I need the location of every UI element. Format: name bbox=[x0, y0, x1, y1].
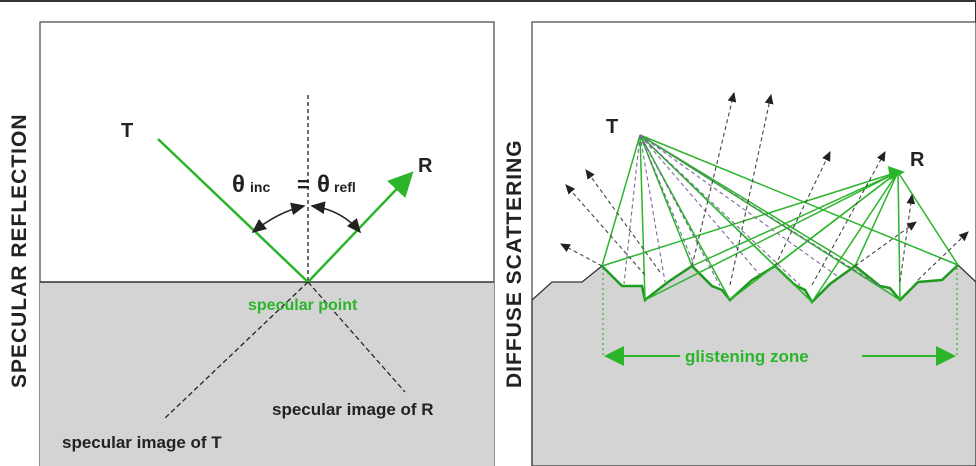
glistening-zone-label: glistening zone bbox=[685, 347, 809, 366]
incident-ray bbox=[157, 138, 309, 283]
theta-refl-symbol: θ bbox=[317, 171, 330, 198]
theta-refl-subscript: refl bbox=[334, 179, 356, 195]
receiver-arrowhead bbox=[888, 166, 905, 180]
scattered-rays-dashed bbox=[560, 91, 969, 287]
specular-image-t-label: specular image of T bbox=[62, 433, 222, 452]
right-transmitter-label: T bbox=[606, 116, 618, 138]
specular-image-r-label: specular image of R bbox=[272, 400, 434, 419]
specular-point-label: specular point bbox=[248, 297, 358, 314]
theta-inc-symbol: θ bbox=[232, 171, 245, 198]
left-ground bbox=[40, 282, 494, 466]
reflection-angle-arc bbox=[310, 201, 362, 234]
rays-to-receiver bbox=[601, 171, 959, 303]
incidence-angle-arc bbox=[251, 202, 306, 233]
image-r-line bbox=[307, 281, 406, 393]
theta-inc-subscript: inc bbox=[250, 179, 270, 195]
image-t-line bbox=[163, 281, 309, 420]
right-receiver-label: R bbox=[910, 149, 925, 171]
angle-equals: = bbox=[297, 172, 310, 197]
left-receiver-label: R bbox=[418, 155, 433, 177]
left-transmitter-label: T bbox=[121, 120, 133, 142]
